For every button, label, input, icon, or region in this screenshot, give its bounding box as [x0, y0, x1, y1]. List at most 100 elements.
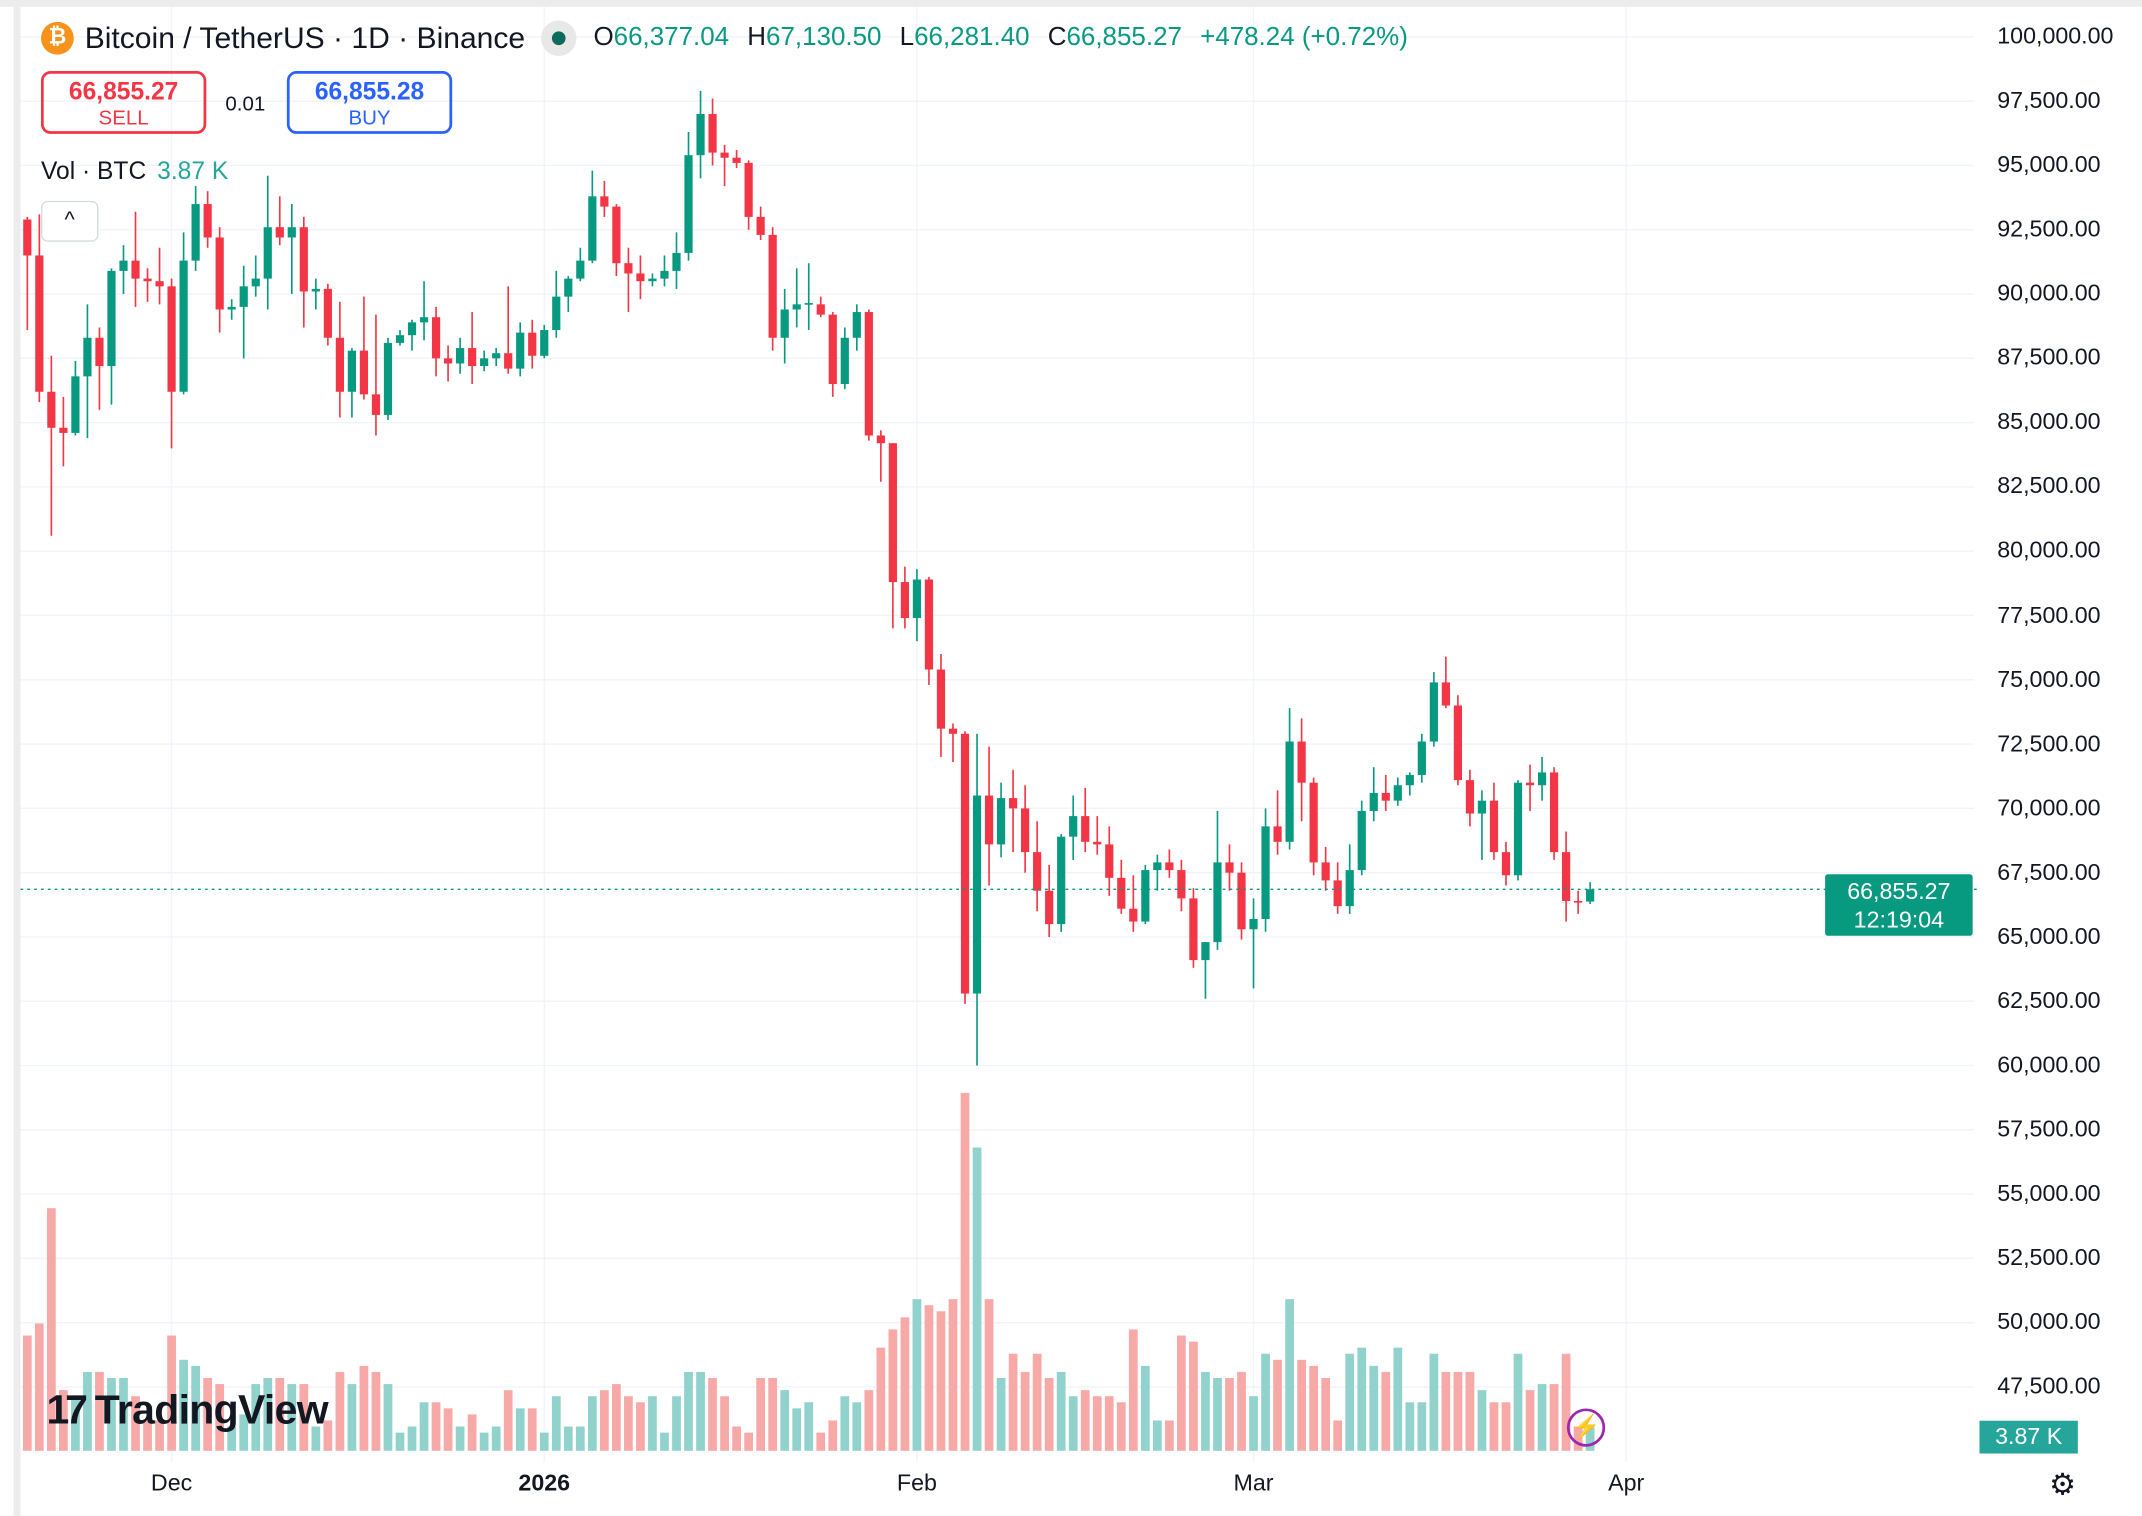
volume-legend[interactable]: Vol · BTC 3.87 K	[41, 157, 228, 186]
candle-body	[540, 330, 549, 356]
volume-bar	[1177, 1335, 1186, 1451]
candle-body	[612, 206, 621, 264]
market-status-icon[interactable]	[541, 20, 578, 57]
lightning-icon[interactable]: ⚡	[1566, 1408, 1606, 1447]
volume-bar	[1477, 1390, 1487, 1451]
volume-bar	[1261, 1353, 1270, 1451]
price-axis-label: 62,500.00	[1997, 987, 2101, 1014]
volume-bar	[672, 1396, 681, 1451]
candle-body	[1429, 682, 1438, 742]
settings-icon[interactable]: ⚙	[2049, 1467, 2077, 1502]
volume-legend-value: 3.87 K	[157, 157, 229, 185]
sell-button[interactable]: 66,855.27 SELL	[40, 71, 207, 134]
buy-button[interactable]: 66,855.28 BUY	[286, 71, 453, 134]
volume-bar	[1381, 1371, 1391, 1451]
volume-bar	[1333, 1420, 1343, 1451]
volume-bar	[1441, 1371, 1451, 1451]
volume-bar	[515, 1408, 525, 1451]
candle-body	[1549, 772, 1559, 853]
price-axis-label: 70,000.00	[1997, 794, 2101, 821]
time-axis-label: 2026	[518, 1469, 571, 1496]
price-axis-label: 92,500.00	[1997, 216, 2101, 243]
volume-bar	[1092, 1396, 1102, 1451]
volume-bar	[1008, 1353, 1018, 1451]
volume-bar	[936, 1311, 946, 1451]
volume-bar	[167, 1335, 176, 1451]
candle-body	[1297, 741, 1306, 783]
candle-body	[1321, 862, 1330, 881]
volume-bar	[1465, 1371, 1475, 1451]
candle-body	[588, 196, 597, 261]
candle-body	[888, 443, 897, 583]
chevron-up-icon: ^	[64, 209, 75, 233]
price-axis-label: 100,000.00	[1997, 23, 2114, 50]
candle-body	[1201, 942, 1210, 961]
candle-body	[648, 278, 657, 282]
volume-bar	[34, 1323, 44, 1451]
volume-bar	[1537, 1384, 1547, 1451]
candle-body	[924, 579, 934, 670]
volume-bar	[1189, 1341, 1198, 1451]
candle-body	[1033, 852, 1042, 891]
volume-bar	[587, 1396, 597, 1451]
volume-bar	[383, 1384, 393, 1451]
open-label: O	[593, 23, 614, 52]
ohlc-legend: O66,377.04 H67,130.50 L66,281.40 C66,855…	[593, 23, 1407, 53]
candle-body	[1477, 800, 1487, 814]
candle-body	[876, 435, 885, 444]
candle-body	[95, 337, 104, 367]
volume-bar	[71, 1396, 80, 1451]
candle-body	[1345, 870, 1354, 907]
collapse-legend-button[interactable]: ^	[40, 200, 99, 242]
candle-body	[59, 427, 68, 433]
candle-body	[1381, 792, 1390, 801]
volume-bar	[780, 1390, 790, 1451]
candle-body	[143, 278, 152, 282]
candle-body	[1586, 889, 1595, 902]
volume-bar	[539, 1432, 549, 1451]
volume-bar	[22, 1335, 32, 1451]
tradingview-logo[interactable]: 17 TradingView	[46, 1388, 328, 1434]
volume-bar	[599, 1390, 609, 1451]
price-axis-label: 47,500.00	[1997, 1373, 2101, 1400]
candle-body	[624, 263, 633, 274]
volume-bar	[503, 1390, 513, 1451]
volume-bar	[660, 1432, 669, 1451]
volume-bar	[335, 1371, 345, 1451]
candle-body	[1261, 826, 1270, 919]
candle-body	[179, 260, 188, 392]
volume-bar	[1140, 1365, 1150, 1451]
candle-body	[1117, 877, 1126, 909]
candle-body	[1213, 862, 1222, 943]
volume-bar	[1321, 1378, 1331, 1451]
candle-body	[828, 314, 837, 385]
candle-body	[359, 350, 369, 395]
candle-body	[1561, 852, 1571, 901]
volume-bar	[996, 1378, 1006, 1451]
candle-body	[1129, 908, 1138, 922]
candle-body	[1021, 808, 1030, 853]
candle-body	[552, 296, 561, 331]
volume-bar	[1020, 1371, 1030, 1451]
candle-body	[287, 227, 296, 238]
candle-body	[1105, 844, 1114, 878]
volume-bar	[107, 1378, 116, 1451]
candle-body	[35, 255, 44, 392]
candle-body	[1369, 792, 1378, 811]
change-value: +478.24 (+0.72%)	[1200, 23, 1408, 52]
candle-body	[936, 669, 946, 729]
volume-bar	[1213, 1378, 1222, 1451]
candle-body	[419, 317, 429, 323]
volume-bar	[431, 1402, 441, 1451]
candle-body	[1357, 810, 1366, 871]
symbol-title[interactable]: Bitcoin / TetherUS · 1D · Binance	[84, 20, 526, 55]
candle-body	[516, 332, 525, 369]
price-axis-label: 87,500.00	[1997, 344, 2101, 371]
volume-bar	[768, 1378, 778, 1451]
candle-body	[1225, 862, 1234, 873]
candle-body	[119, 260, 128, 271]
candle-body	[1069, 816, 1078, 837]
volume-bar	[1501, 1402, 1511, 1451]
